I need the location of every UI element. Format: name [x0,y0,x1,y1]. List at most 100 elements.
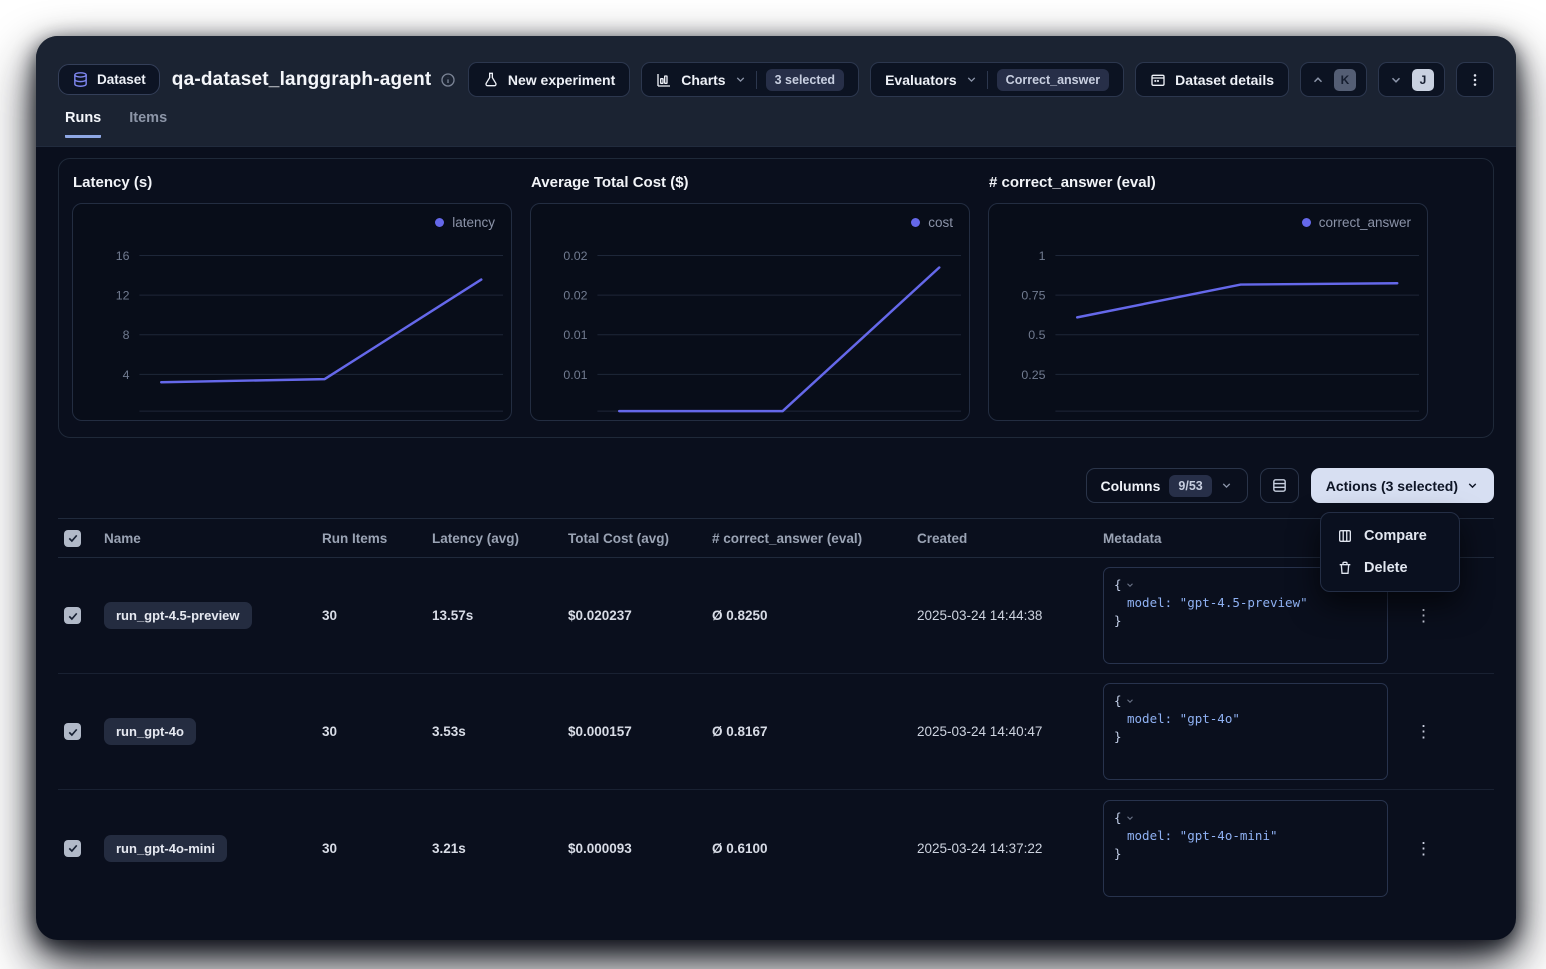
flask-icon [485,72,497,86]
run-name-badge[interactable]: run_gpt-4o-mini [104,834,227,862]
created-cell: 2025-03-24 14:40:47 [917,724,1043,739]
row-height-button[interactable] [1259,468,1299,503]
menu-item-compare[interactable]: Compare [1328,520,1452,552]
evaluators-selected-badge: Correct_answer [996,68,1110,91]
trash-icon [1339,561,1351,574]
kebab-icon [1473,73,1477,86]
svg-text:0.5: 0.5 [1028,328,1045,342]
charts-button[interactable]: Charts 3 selected [641,62,860,97]
legend-label: cost [928,215,953,230]
dataset-badge-label: Dataset [97,72,146,87]
svg-text:1: 1 [1039,249,1046,263]
chevron-down-icon [734,73,747,86]
more-options-button[interactable] [1456,62,1494,97]
prev-run-button[interactable]: K [1300,62,1367,97]
row-checkbox[interactable] [64,839,81,857]
chevron-down-icon [1220,479,1233,492]
run-items-cell: 30 [322,724,338,739]
column-header-created[interactable]: Created [917,530,968,546]
divider [755,70,757,89]
table-row: run_gpt-4.5-preview 30 13.57s $0.020237 … [58,558,1494,674]
line-chart: 16 12 8 4 [116,249,504,412]
row-checkbox[interactable] [64,607,81,624]
collapse-chevron-icon[interactable] [1125,813,1135,823]
tab-items[interactable]: Items [129,110,168,126]
column-header-metadata[interactable]: Metadata [1103,530,1162,546]
header: Dataset qa-dataset_langgraph-agent New e… [36,36,1516,147]
column-header-total-cost[interactable]: Total Cost (avg) [568,530,669,546]
svg-text:0.25: 0.25 [1021,368,1045,382]
menu-item-label: Delete [1364,560,1408,576]
column-header-name[interactable]: Name [104,530,141,546]
svg-text:8: 8 [123,328,130,342]
new-experiment-button[interactable]: New experiment [467,62,631,97]
columns-button[interactable]: Columns 9/53 [1085,468,1248,503]
select-all-checkbox[interactable] [64,529,81,547]
json-close-brace: } [1114,613,1122,629]
charts-selected-badge: 3 selected [765,68,845,91]
svg-text:0.02: 0.02 [563,249,587,263]
tabs: Runs Items [58,110,1494,138]
chart-title: # correct_answer (eval) [989,174,1156,191]
divider [986,70,988,89]
page-title: qa-dataset_langgraph-agent [171,68,432,90]
dataset-badge: Dataset [58,64,160,95]
json-close-brace: } [1114,729,1122,745]
eval-cell: Ø 0.8167 [712,724,768,739]
row-checkbox[interactable] [64,723,81,740]
rows-icon [1272,479,1286,492]
metadata-json[interactable]: { model: "gpt-4.5-preview" } [1103,567,1388,664]
next-run-button[interactable]: J [1378,62,1445,97]
chart-legend: cost [911,215,953,230]
created-cell: 2025-03-24 14:44:38 [917,608,1043,623]
table-row: run_gpt-4o 30 3.53s $0.000157 Ø 0.8167 2… [58,674,1494,790]
actions-label: Actions (3 selected) [1325,477,1458,494]
eval-cell: Ø 0.6100 [712,840,768,856]
chart-title: Average Total Cost ($) [531,174,689,191]
collapse-chevron-icon[interactable] [1125,696,1135,706]
metadata-json[interactable]: { model: "gpt-4o-mini" } [1103,799,1388,897]
actions-button[interactable]: Actions (3 selected) [1310,468,1494,503]
menu-item-delete[interactable]: Delete [1328,552,1452,584]
json-open-brace: { [1114,809,1122,825]
run-name-badge[interactable]: run_gpt-4.5-preview [104,602,252,629]
chevron-down-icon [965,73,978,86]
app-window: Dataset qa-dataset_langgraph-agent New e… [36,36,1516,940]
chart-card: 16 12 8 4 latency [72,203,512,421]
column-header-run-items[interactable]: Run Items [322,530,388,546]
row-actions-button[interactable]: ⋮ [1415,606,1433,625]
row-actions-button[interactable]: ⋮ [1415,838,1433,858]
legend-label: latency [452,215,495,230]
legend-dot [911,218,921,227]
columns-count-badge: 9/53 [1169,474,1212,497]
chevron-up-icon [1313,76,1323,82]
column-header-eval[interactable]: # correct_answer (eval) [712,530,863,546]
evaluators-button[interactable]: Evaluators Correct_answer [870,62,1125,97]
run-name-badge[interactable]: run_gpt-4o [104,718,196,745]
svg-text:4: 4 [123,368,130,382]
columns-label: Columns [1100,477,1161,494]
total-cost-cell: $0.000093 [568,840,632,856]
dataset-details-button[interactable]: Dataset details [1135,62,1289,97]
collapse-chevron-icon[interactable] [1125,580,1135,590]
run-items-cell: 30 [322,608,338,623]
actions-menu: Compare Delete [1320,512,1460,592]
database-icon [74,72,87,87]
created-cell: 2025-03-24 14:37:22 [917,840,1043,856]
json-line: model: "gpt-4o-mini" [1127,827,1278,843]
line-chart: 0.02 0.02 0.01 0.01 [563,249,962,413]
chart-legend: correct_answer [1301,215,1411,230]
info-icon[interactable] [440,72,456,88]
metadata-json[interactable]: { model: "gpt-4o" } [1103,683,1388,780]
json-line: model: "gpt-4o" [1127,711,1240,727]
header-actions: New experiment Charts 3 selected Evaluat… [467,62,1494,97]
tab-runs[interactable]: Runs [65,110,102,138]
latency-cell: 3.53s [432,724,466,739]
columns-icon [1339,530,1351,542]
check-icon [68,534,77,543]
column-header-latency[interactable]: Latency (avg) [432,530,520,546]
row-actions-button[interactable]: ⋮ [1415,722,1433,741]
check-icon [68,728,77,736]
check-icon [68,844,77,853]
legend-dot [435,218,445,227]
